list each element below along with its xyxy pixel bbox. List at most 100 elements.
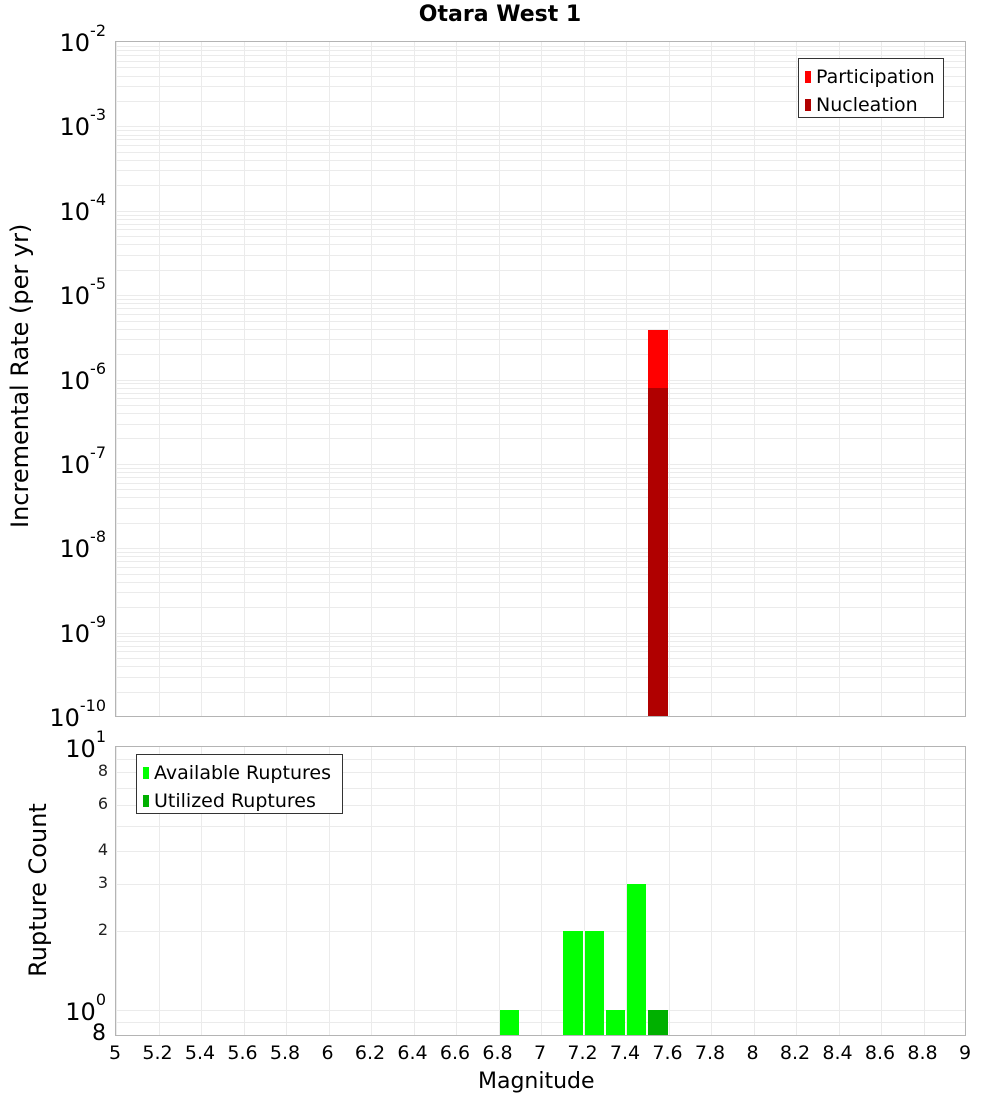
grid-line-vertical (328, 747, 330, 1035)
grid-line-horizontal (116, 55, 965, 57)
grid-line-horizontal (116, 676, 965, 678)
bar-utilized-ruptures (648, 1009, 668, 1035)
top-y-axis-label: Incremental Rate (per yr) (6, 223, 34, 528)
grid-line-horizontal (116, 60, 965, 62)
grid-line-horizontal (116, 379, 965, 381)
grid-line-horizontal (116, 218, 965, 220)
y-tick-label: 100 (65, 989, 106, 1026)
x-tick-label: 8 (746, 1042, 759, 1064)
grid-line-horizontal (116, 236, 965, 238)
grid-line-horizontal (116, 339, 965, 341)
grid-line-horizontal (116, 313, 965, 315)
grid-line-horizontal (116, 1021, 965, 1023)
legend-label: Available Ruptures (154, 762, 331, 784)
grid-line-horizontal (116, 552, 965, 554)
bar-available-ruptures (563, 930, 583, 1035)
legend-label: Nucleation (816, 94, 918, 116)
y-tick-label: 8 (92, 1021, 106, 1046)
x-axis-label: Magnitude (478, 1069, 595, 1094)
grid-line-horizontal (116, 772, 965, 774)
grid-line-horizontal (116, 67, 965, 69)
grid-line-vertical (711, 747, 712, 1035)
grid-line-vertical (583, 747, 585, 1035)
bar-nucleation (648, 388, 668, 716)
grid-line-horizontal (116, 269, 965, 271)
grid-line-horizontal (116, 522, 965, 524)
grid-line-horizontal (116, 151, 965, 153)
grid-line-horizontal (116, 185, 965, 187)
grid-line-horizontal (116, 759, 965, 760)
grid-line-horizontal (116, 159, 965, 161)
y-tick-label: 10-3 (59, 105, 107, 142)
x-tick-label: 7.4 (609, 1042, 641, 1064)
grid-line-horizontal (116, 229, 965, 231)
grid-line-horizontal (116, 561, 965, 563)
grid-line-vertical (116, 747, 117, 1035)
grid-line-horizontal (116, 295, 965, 297)
grid-line-horizontal (116, 787, 965, 789)
grid-line-vertical (413, 42, 415, 716)
grid-line-horizontal (116, 691, 965, 693)
legend-item-participation: Participation (805, 63, 937, 91)
grid-line-horizontal (116, 86, 965, 88)
y-tick-label: 8 (97, 761, 108, 781)
y-tick-label: 10-2 (59, 21, 107, 57)
legend-label: Utilized Ruptures (154, 790, 316, 812)
grid-line-vertical (456, 747, 457, 1035)
nucleation-swatch-icon (805, 99, 811, 111)
grid-line-horizontal (116, 145, 965, 147)
y-tick-label: 10-4 (59, 189, 107, 226)
grid-line-horizontal (116, 556, 965, 558)
grid-line-vertical (838, 42, 840, 716)
grid-line-horizontal (116, 507, 965, 509)
grid-line-vertical (668, 42, 670, 716)
legend-label: Participation (816, 66, 935, 88)
x-tick-label: 5.2 (142, 1042, 173, 1064)
grid-line-vertical (116, 42, 117, 716)
grid-line-vertical (626, 747, 627, 1035)
utilized-swatch-icon (143, 795, 149, 807)
x-tick-label: 8.6 (864, 1042, 896, 1064)
grid-line-horizontal (116, 404, 965, 406)
x-tick-label: 9 (958, 1042, 972, 1064)
y-tick-label: 6 (97, 794, 108, 814)
grid-line-horizontal (116, 930, 965, 932)
grid-line-vertical (541, 747, 542, 1035)
grid-line-horizontal (116, 223, 965, 225)
x-tick-label: 8.8 (907, 1042, 938, 1064)
grid-line-vertical (498, 42, 500, 716)
x-tick-label: 8.4 (822, 1042, 853, 1064)
x-tick-label: 7.2 (567, 1042, 598, 1064)
legend-item-available-ruptures: Available Ruptures (143, 759, 336, 787)
grid-line-horizontal (116, 651, 965, 653)
grid-line-horizontal (116, 244, 965, 246)
grid-line-vertical (328, 42, 330, 716)
grid-line-horizontal (116, 472, 965, 474)
x-tick-label: 7.8 (694, 1042, 726, 1064)
bar-available-ruptures (584, 930, 604, 1035)
grid-line-horizontal (116, 210, 965, 212)
grid-line-horizontal (116, 497, 965, 499)
grid-line-horizontal (116, 75, 965, 77)
x-tick-label: 7 (533, 1042, 547, 1064)
x-tick-label: 6.4 (397, 1042, 428, 1064)
x-tick-label: 7.6 (652, 1042, 683, 1064)
grid-line-horizontal (116, 392, 965, 394)
grid-line-vertical (371, 42, 372, 716)
x-tick-label: 5.4 (184, 1042, 216, 1064)
top-plot-area (115, 41, 966, 717)
y-tick-label: 10-6 (59, 358, 107, 395)
grid-line-horizontal (116, 170, 965, 172)
legend-item-nucleation: Nucleation (805, 91, 937, 119)
grid-line-horizontal (116, 476, 965, 478)
grid-line-vertical (413, 747, 415, 1035)
grid-line-horizontal (116, 214, 965, 216)
grid-line-horizontal (116, 805, 965, 807)
grid-line-vertical (583, 42, 585, 716)
grid-line-vertical (668, 747, 670, 1035)
grid-line-horizontal (116, 666, 965, 668)
grid-line-horizontal (116, 482, 965, 484)
bar-available-ruptures (627, 884, 647, 1035)
grid-line-horizontal (116, 413, 965, 415)
grid-line-vertical (286, 42, 287, 716)
